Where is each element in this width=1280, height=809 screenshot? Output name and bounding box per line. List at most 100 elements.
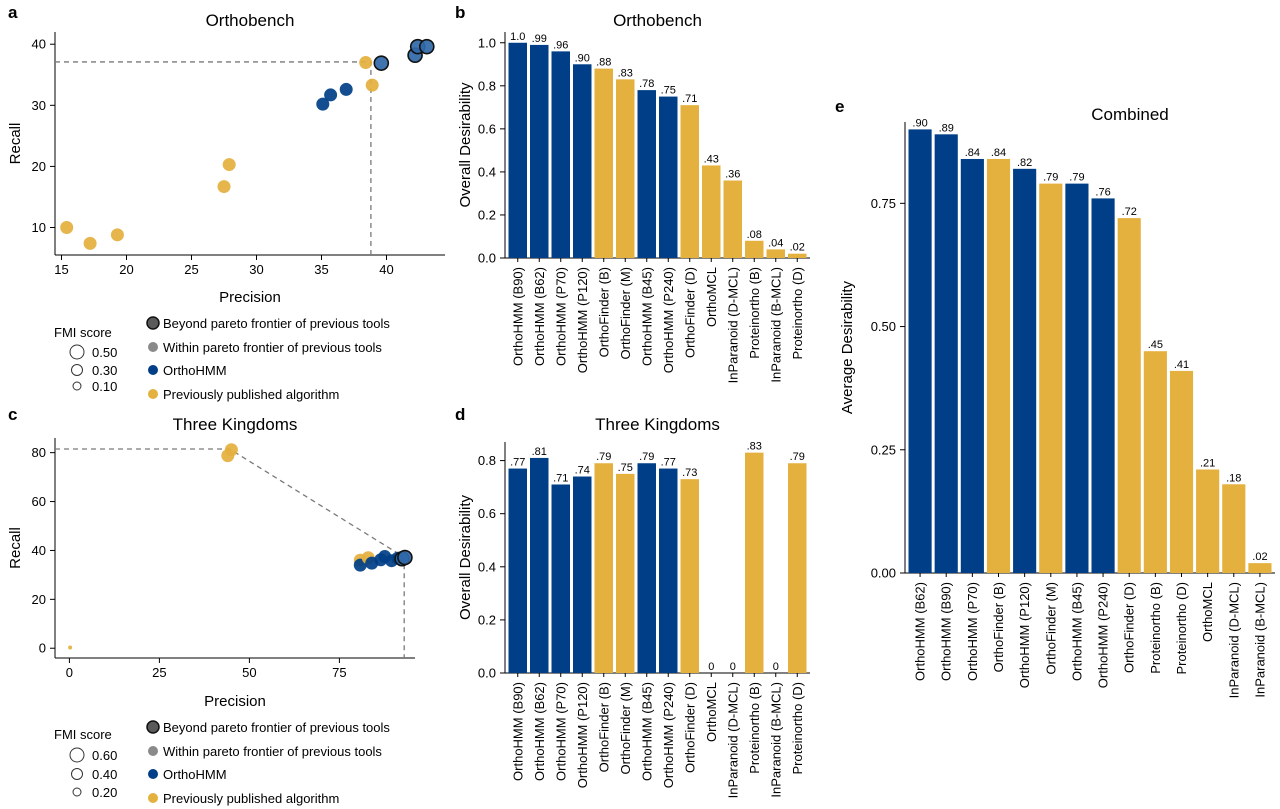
chart-title: Three Kingdoms: [595, 415, 720, 434]
legend-size-small-label: 0.10: [92, 379, 117, 394]
x-tick-label: OrthoHMM (B62): [913, 582, 928, 681]
bar-previous: [1222, 484, 1246, 573]
x-tick-label: OrthoFinder (M): [1043, 582, 1058, 674]
x-tick-label: OrthoMCL: [704, 682, 719, 742]
legend-within-marker: [148, 342, 158, 352]
bar-value-label: .72: [1122, 206, 1137, 218]
bar-value-label: .96: [553, 39, 568, 51]
y-tick-label: 30: [32, 98, 46, 113]
data-point-previous: [68, 645, 73, 650]
legend-size-large-label: 0.60: [92, 748, 117, 763]
x-tick-label: OrthoFinder (B): [596, 267, 611, 357]
y-axis-label: Overall Desirability: [457, 494, 474, 620]
bar-value-label: .08: [747, 229, 762, 241]
bar-value-label: .75: [661, 85, 676, 97]
legend-size-small: [72, 381, 82, 391]
x-tick-label: Proteinortho (D): [790, 682, 805, 774]
bar-orthohmm: [659, 96, 678, 258]
y-tick-label: 40: [32, 543, 46, 558]
data-point-beyond: [418, 38, 435, 55]
legend-beyond-marker: [146, 720, 160, 734]
y-tick-label: 0.2: [478, 612, 496, 627]
x-tick-label: OrthoHMM (P240): [661, 682, 676, 788]
bar-orthohmm: [934, 134, 958, 574]
bar-orthohmm: [1065, 183, 1089, 574]
bar-value-label: .77: [510, 457, 525, 469]
data-point-beyond: [397, 549, 413, 566]
bar-orthohmm: [551, 484, 570, 673]
y-tick-label: 0.0: [478, 251, 496, 266]
bar-orthohmm: [551, 51, 570, 258]
x-tick-label: OrthoFinder (M): [618, 267, 633, 359]
y-axis-label: Recall: [7, 527, 24, 569]
x-tick-label: 25: [152, 665, 166, 680]
bar-value-label: .02: [1252, 551, 1267, 563]
bar-orthohmm: [508, 468, 527, 673]
legend-within-marker: [148, 746, 158, 756]
x-tick-label: 0: [66, 665, 73, 680]
bar-value-label: .43: [704, 153, 719, 165]
legend-size-large: [69, 747, 85, 763]
panel-letter-d: d: [455, 405, 465, 424]
bar-previous: [594, 463, 613, 673]
bar-orthohmm: [508, 42, 527, 259]
x-tick-label: 15: [54, 262, 68, 277]
x-tick-label: OrthoFinder (B): [991, 582, 1006, 672]
bar-previous: [1248, 563, 1272, 573]
bar-value-label: .71: [682, 93, 697, 105]
y-tick-label: 20: [32, 592, 46, 607]
bar-value-label: .36: [725, 169, 740, 181]
bar-orthohmm: [908, 129, 932, 574]
x-tick-label: OrthoHMM (P120): [1017, 582, 1032, 688]
panel-letter-b: b: [455, 3, 465, 22]
bar-value-label: .78: [639, 78, 654, 90]
bar-value-label: .84: [965, 147, 980, 159]
bar-value-label: .02: [790, 242, 805, 254]
bar-value-label: .73: [682, 467, 697, 479]
x-axis-label: Precision: [219, 289, 281, 306]
x-tick-label: InParanoid (B-MCL): [768, 267, 783, 383]
bar-value-label: .71: [553, 472, 568, 484]
bar-value-label: .79: [790, 451, 805, 463]
bar-value-label: .45: [1148, 339, 1163, 351]
x-tick-label: OrthoFinder (D): [1122, 582, 1137, 673]
x-tick-label: InParanoid (B-MCL): [1252, 582, 1267, 698]
y-tick-label: 0: [39, 641, 46, 656]
bar-previous: [745, 240, 764, 258]
legend-previous-marker: [148, 389, 158, 399]
x-tick-label: Proteinortho (D): [1174, 582, 1189, 674]
y-tick-label: 60: [32, 494, 46, 509]
x-tick-label: Proteinortho (D): [790, 267, 805, 359]
y-axis-label: Average Desirability: [839, 280, 856, 414]
panel-letter-c: c: [8, 405, 17, 424]
panel-letter-e: e: [835, 97, 844, 116]
y-axis-label: Recall: [7, 123, 24, 165]
data-point-previous: [224, 443, 238, 457]
x-axis-label: Precision: [204, 693, 266, 710]
x-tick-label: OrthoHMM (P240): [661, 267, 676, 373]
y-tick-label: 0.2: [478, 207, 496, 222]
x-tick-label: OrthoHMM (P240): [1096, 582, 1111, 688]
pareto-frontier-line: [55, 448, 405, 658]
x-tick-label: Proteinortho (B): [1148, 582, 1163, 674]
y-tick-label: 80: [32, 445, 46, 460]
data-point-orthohmm: [339, 82, 353, 96]
legend-a: FMI score 0.50 0.30 0.10 Beyond pareto f…: [54, 316, 390, 402]
legend-orthohmm-marker: [148, 365, 158, 375]
y-tick-label: 0.8: [478, 78, 496, 93]
legend-within-label: Within pareto frontier of previous tools: [163, 340, 382, 355]
bar-orthohmm: [530, 457, 549, 673]
data-point-previous: [359, 56, 373, 70]
legend-orthohmm-label: OrthoHMM: [163, 363, 227, 378]
x-tick-label: 50: [242, 665, 256, 680]
panel-a-scatter: Orthobench 15 20 25 30 35 40 10 20 30 40 Precision R…: [7, 11, 445, 306]
bar-previous: [702, 165, 721, 258]
x-tick-label: OrthoFinder (B): [596, 682, 611, 772]
y-tick-label: 0.6: [478, 121, 496, 136]
x-tick-label: OrthoHMM (B90): [939, 582, 954, 681]
data-point-previous: [222, 158, 236, 172]
data-point-beyond: [373, 55, 390, 71]
bar-orthohmm: [573, 476, 592, 673]
legend-previous-label: Previously published algorithm: [163, 791, 339, 806]
x-tick-label: InParanoid (D-MCL): [725, 267, 740, 383]
